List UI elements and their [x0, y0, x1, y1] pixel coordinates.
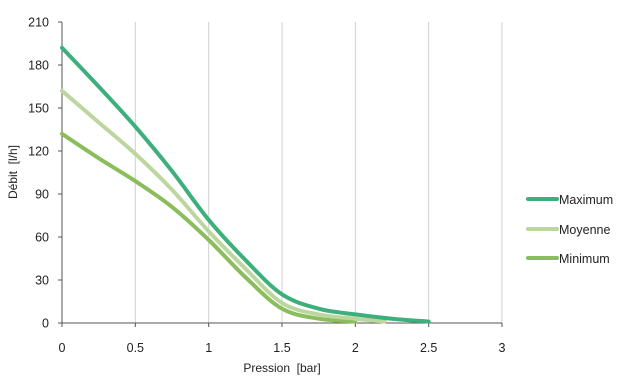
y-tick-label: 60 — [35, 231, 49, 245]
series-lines — [60, 45, 431, 324]
y-tick-label: 0 — [42, 317, 49, 331]
y-tick-label: 90 — [35, 188, 49, 202]
x-tick-label: 3 — [499, 341, 506, 355]
x-tick-label: 2 — [352, 341, 359, 355]
y-tick-label: 150 — [28, 102, 49, 116]
legend-label-moyenne: Moyenne — [559, 223, 610, 237]
x-tick-label: 0 — [59, 341, 66, 355]
legend-label-minimum: Minimum — [559, 252, 610, 266]
y-axis-title: Débit [l/h] — [6, 145, 20, 199]
y-tick-label: 180 — [28, 59, 49, 73]
grid-lines — [134, 22, 503, 323]
series-line-maximum — [60, 45, 431, 324]
legend: Maximum Moyenne Minimum — [526, 193, 613, 266]
x-tick-labels: 0 0.5 1 1.5 2 2.5 3 — [59, 323, 506, 355]
series-line-moyenne — [60, 88, 387, 324]
y-tick-label: 120 — [28, 145, 49, 159]
x-axis-title: Pression [bar] — [243, 361, 320, 375]
x-tick-label: 1.5 — [273, 341, 290, 355]
x-tick-label: 1 — [205, 341, 212, 355]
x-tick-label: 0.5 — [127, 341, 144, 355]
legend-label-maximum: Maximum — [559, 193, 613, 207]
y-tick-labels: 0 30 60 90 120 150 180 210 — [28, 16, 62, 331]
y-tick-label: 210 — [28, 16, 49, 30]
series-line-minimum — [60, 131, 358, 324]
y-tick-label: 30 — [35, 274, 49, 288]
x-tick-label: 2.5 — [420, 341, 437, 355]
